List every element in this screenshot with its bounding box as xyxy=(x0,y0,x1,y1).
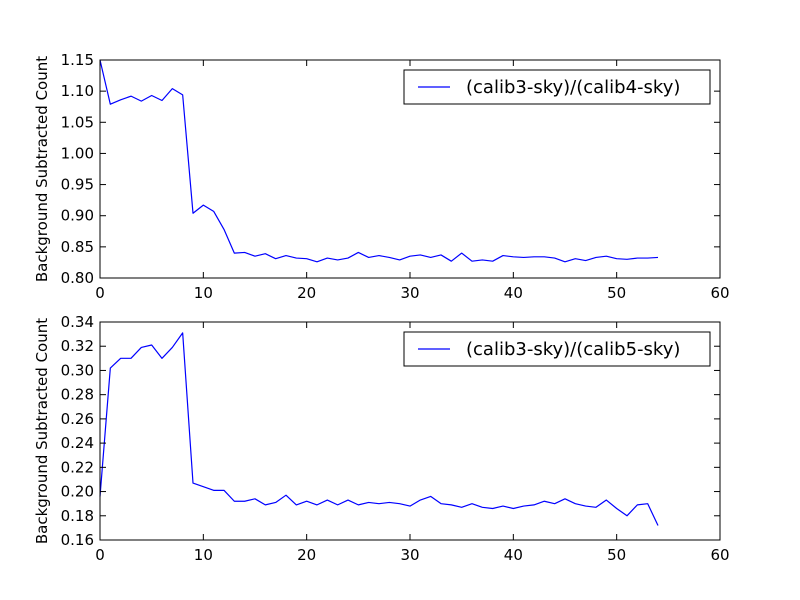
x-tick-label: 0 xyxy=(95,284,105,302)
x-tick-label: 0 xyxy=(95,546,105,564)
x-tick-label: 30 xyxy=(400,284,419,302)
y-tick-label: 0.85 xyxy=(61,238,94,256)
y-tick-label: 1.05 xyxy=(61,113,94,131)
y-tick-label: 0.18 xyxy=(61,507,94,525)
chart-panel-top: 0 10 20 30 40 50 60 0.80 0.85 0.90 0.95 1.00 1.05 1.1… xyxy=(33,51,730,302)
y-tick-label: 0.28 xyxy=(61,386,94,404)
y-tick-label: 0.26 xyxy=(61,410,94,428)
legend: (calib3-sky)/(calib4-sky) xyxy=(403,69,711,105)
legend-label-0: (calib3-sky)/(calib5-sky) xyxy=(466,339,680,360)
x-tick-label: 60 xyxy=(710,284,729,302)
x-tick-label: 20 xyxy=(297,546,316,564)
x-tick-label: 40 xyxy=(504,546,523,564)
series-line-0 xyxy=(99,59,659,263)
y-tick-label: 0.24 xyxy=(61,434,94,452)
x-tick-label: 20 xyxy=(297,284,316,302)
y-tick-label: 0.95 xyxy=(61,176,94,194)
legend-label-0: (calib3-sky)/(calib4-sky) xyxy=(466,77,680,98)
y-tick-label: 0.90 xyxy=(61,207,94,225)
legend: (calib3-sky)/(calib5-sky) xyxy=(403,331,711,367)
x-tick-label: 50 xyxy=(607,546,626,564)
legend-box xyxy=(403,331,711,367)
y-axis-label: Background Subtracted Count xyxy=(33,318,51,544)
legend-box xyxy=(403,69,711,105)
y-tick-label: 0.80 xyxy=(61,269,94,287)
x-tick-label: 50 xyxy=(607,284,626,302)
y-tick-label: 0.16 xyxy=(61,531,94,549)
y-axis-label: Background Subtracted Count xyxy=(33,56,51,282)
y-tick-label: 1.00 xyxy=(61,144,94,162)
x-tick-label: 10 xyxy=(194,546,213,564)
y-tick-label: 1.15 xyxy=(61,51,94,69)
y-tick-label: 0.32 xyxy=(61,337,94,355)
series-line-0 xyxy=(99,332,659,526)
x-tick-label: 30 xyxy=(400,546,419,564)
y-tick-label: 0.20 xyxy=(61,483,94,501)
y-tick-label: 0.34 xyxy=(61,313,94,331)
x-tick-label: 40 xyxy=(504,284,523,302)
x-tick-label: 60 xyxy=(710,546,729,564)
y-tick-label: 0.22 xyxy=(61,458,94,476)
x-tick-label: 10 xyxy=(194,284,213,302)
chart-panel-bottom: 0 10 20 30 40 50 60 0.16 0.18 0.20 0.22 0.24 0.26 0.2… xyxy=(33,313,730,564)
y-tick-label: 0.30 xyxy=(61,361,94,379)
y-tick-label: 1.10 xyxy=(61,82,94,100)
